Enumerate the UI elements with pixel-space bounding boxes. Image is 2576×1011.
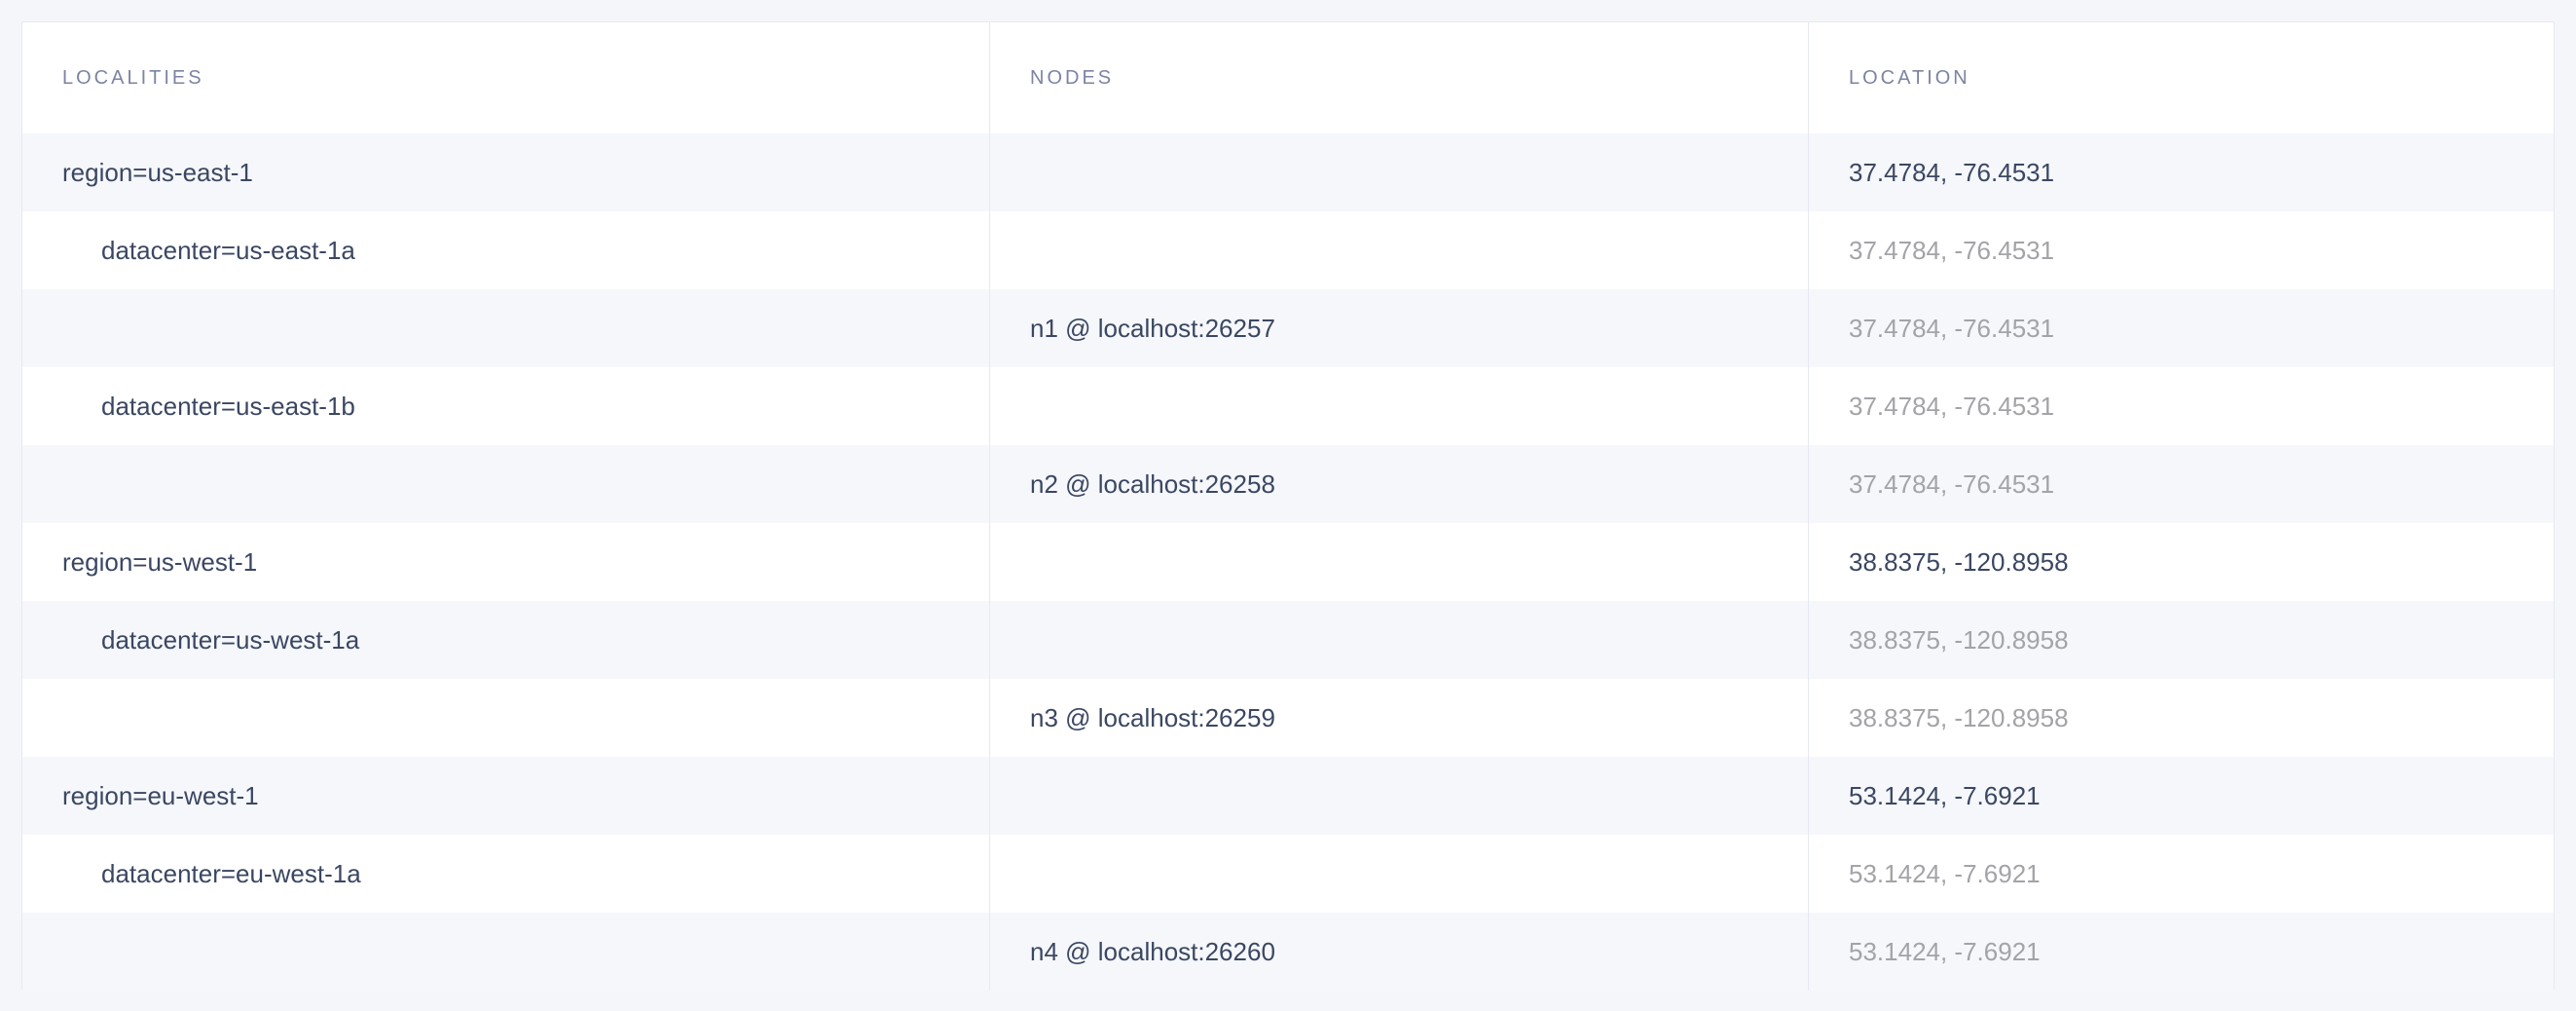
node-cell	[990, 133, 1809, 211]
node-cell	[990, 601, 1809, 679]
location-cell: 37.4784, -76.4531	[1849, 235, 2055, 265]
table-row: region=us-east-1 37.4784, -76.4531	[22, 133, 2554, 211]
localities-table: LOCALITIES NODES LOCATION region=us-east…	[21, 21, 2555, 991]
location-cell: 53.1424, -7.6921	[1849, 780, 2041, 810]
table-row: datacenter=us-west-1a 38.8375, -120.8958	[22, 601, 2554, 679]
header-location: LOCATION	[1849, 66, 1970, 89]
location-cell: 53.1424, -7.6921	[1849, 936, 2041, 966]
table-row: region=us-west-1 38.8375, -120.8958	[22, 523, 2554, 601]
locality-cell: datacenter=us-west-1a	[22, 601, 990, 679]
table-row: region=eu-west-1 53.1424, -7.6921	[22, 757, 2554, 835]
location-cell: 37.4784, -76.4531	[1849, 391, 2055, 421]
table-row: n2 @ localhost:26258 37.4784, -76.4531	[22, 445, 2554, 523]
location-cell: 37.4784, -76.4531	[1849, 157, 2055, 187]
locality-cell	[22, 679, 990, 757]
table-header: LOCALITIES NODES LOCATION	[22, 22, 2554, 133]
locality-cell: region=us-east-1	[22, 133, 990, 211]
locality-cell	[22, 913, 990, 991]
node-cell	[990, 211, 1809, 289]
locality-cell: datacenter=us-east-1a	[22, 211, 990, 289]
node-cell: n2 @ localhost:26258	[990, 445, 1809, 523]
locality-cell: region=eu-west-1	[22, 757, 990, 835]
node-cell: n3 @ localhost:26259	[990, 679, 1809, 757]
location-cell: 38.8375, -120.8958	[1849, 702, 2069, 732]
table-row: n4 @ localhost:26260 53.1424, -7.6921	[22, 913, 2554, 991]
locality-cell	[22, 445, 990, 523]
locality-cell: datacenter=eu-west-1a	[22, 835, 990, 913]
header-localities: LOCALITIES	[22, 22, 990, 133]
table-row: datacenter=us-east-1b 37.4784, -76.4531	[22, 367, 2554, 445]
location-cell: 38.8375, -120.8958	[1849, 546, 2069, 577]
location-cell: 53.1424, -7.6921	[1849, 858, 2041, 888]
node-cell	[990, 835, 1809, 913]
locality-cell: region=us-west-1	[22, 523, 990, 601]
location-cell: 38.8375, -120.8958	[1849, 624, 2069, 655]
table-row: datacenter=us-east-1a 37.4784, -76.4531	[22, 211, 2554, 289]
node-cell	[990, 523, 1809, 601]
location-cell: 37.4784, -76.4531	[1849, 313, 2055, 343]
node-cell: n4 @ localhost:26260	[990, 913, 1809, 991]
node-cell	[990, 367, 1809, 445]
table-row: datacenter=eu-west-1a 53.1424, -7.6921	[22, 835, 2554, 913]
locality-cell: datacenter=us-east-1b	[22, 367, 990, 445]
table-row: n3 @ localhost:26259 38.8375, -120.8958	[22, 679, 2554, 757]
node-cell: n1 @ localhost:26257	[990, 289, 1809, 367]
table-row: n1 @ localhost:26257 37.4784, -76.4531	[22, 289, 2554, 367]
locality-cell	[22, 289, 990, 367]
location-cell: 37.4784, -76.4531	[1849, 468, 2055, 499]
node-cell	[990, 757, 1809, 835]
header-nodes: NODES	[990, 22, 1809, 133]
